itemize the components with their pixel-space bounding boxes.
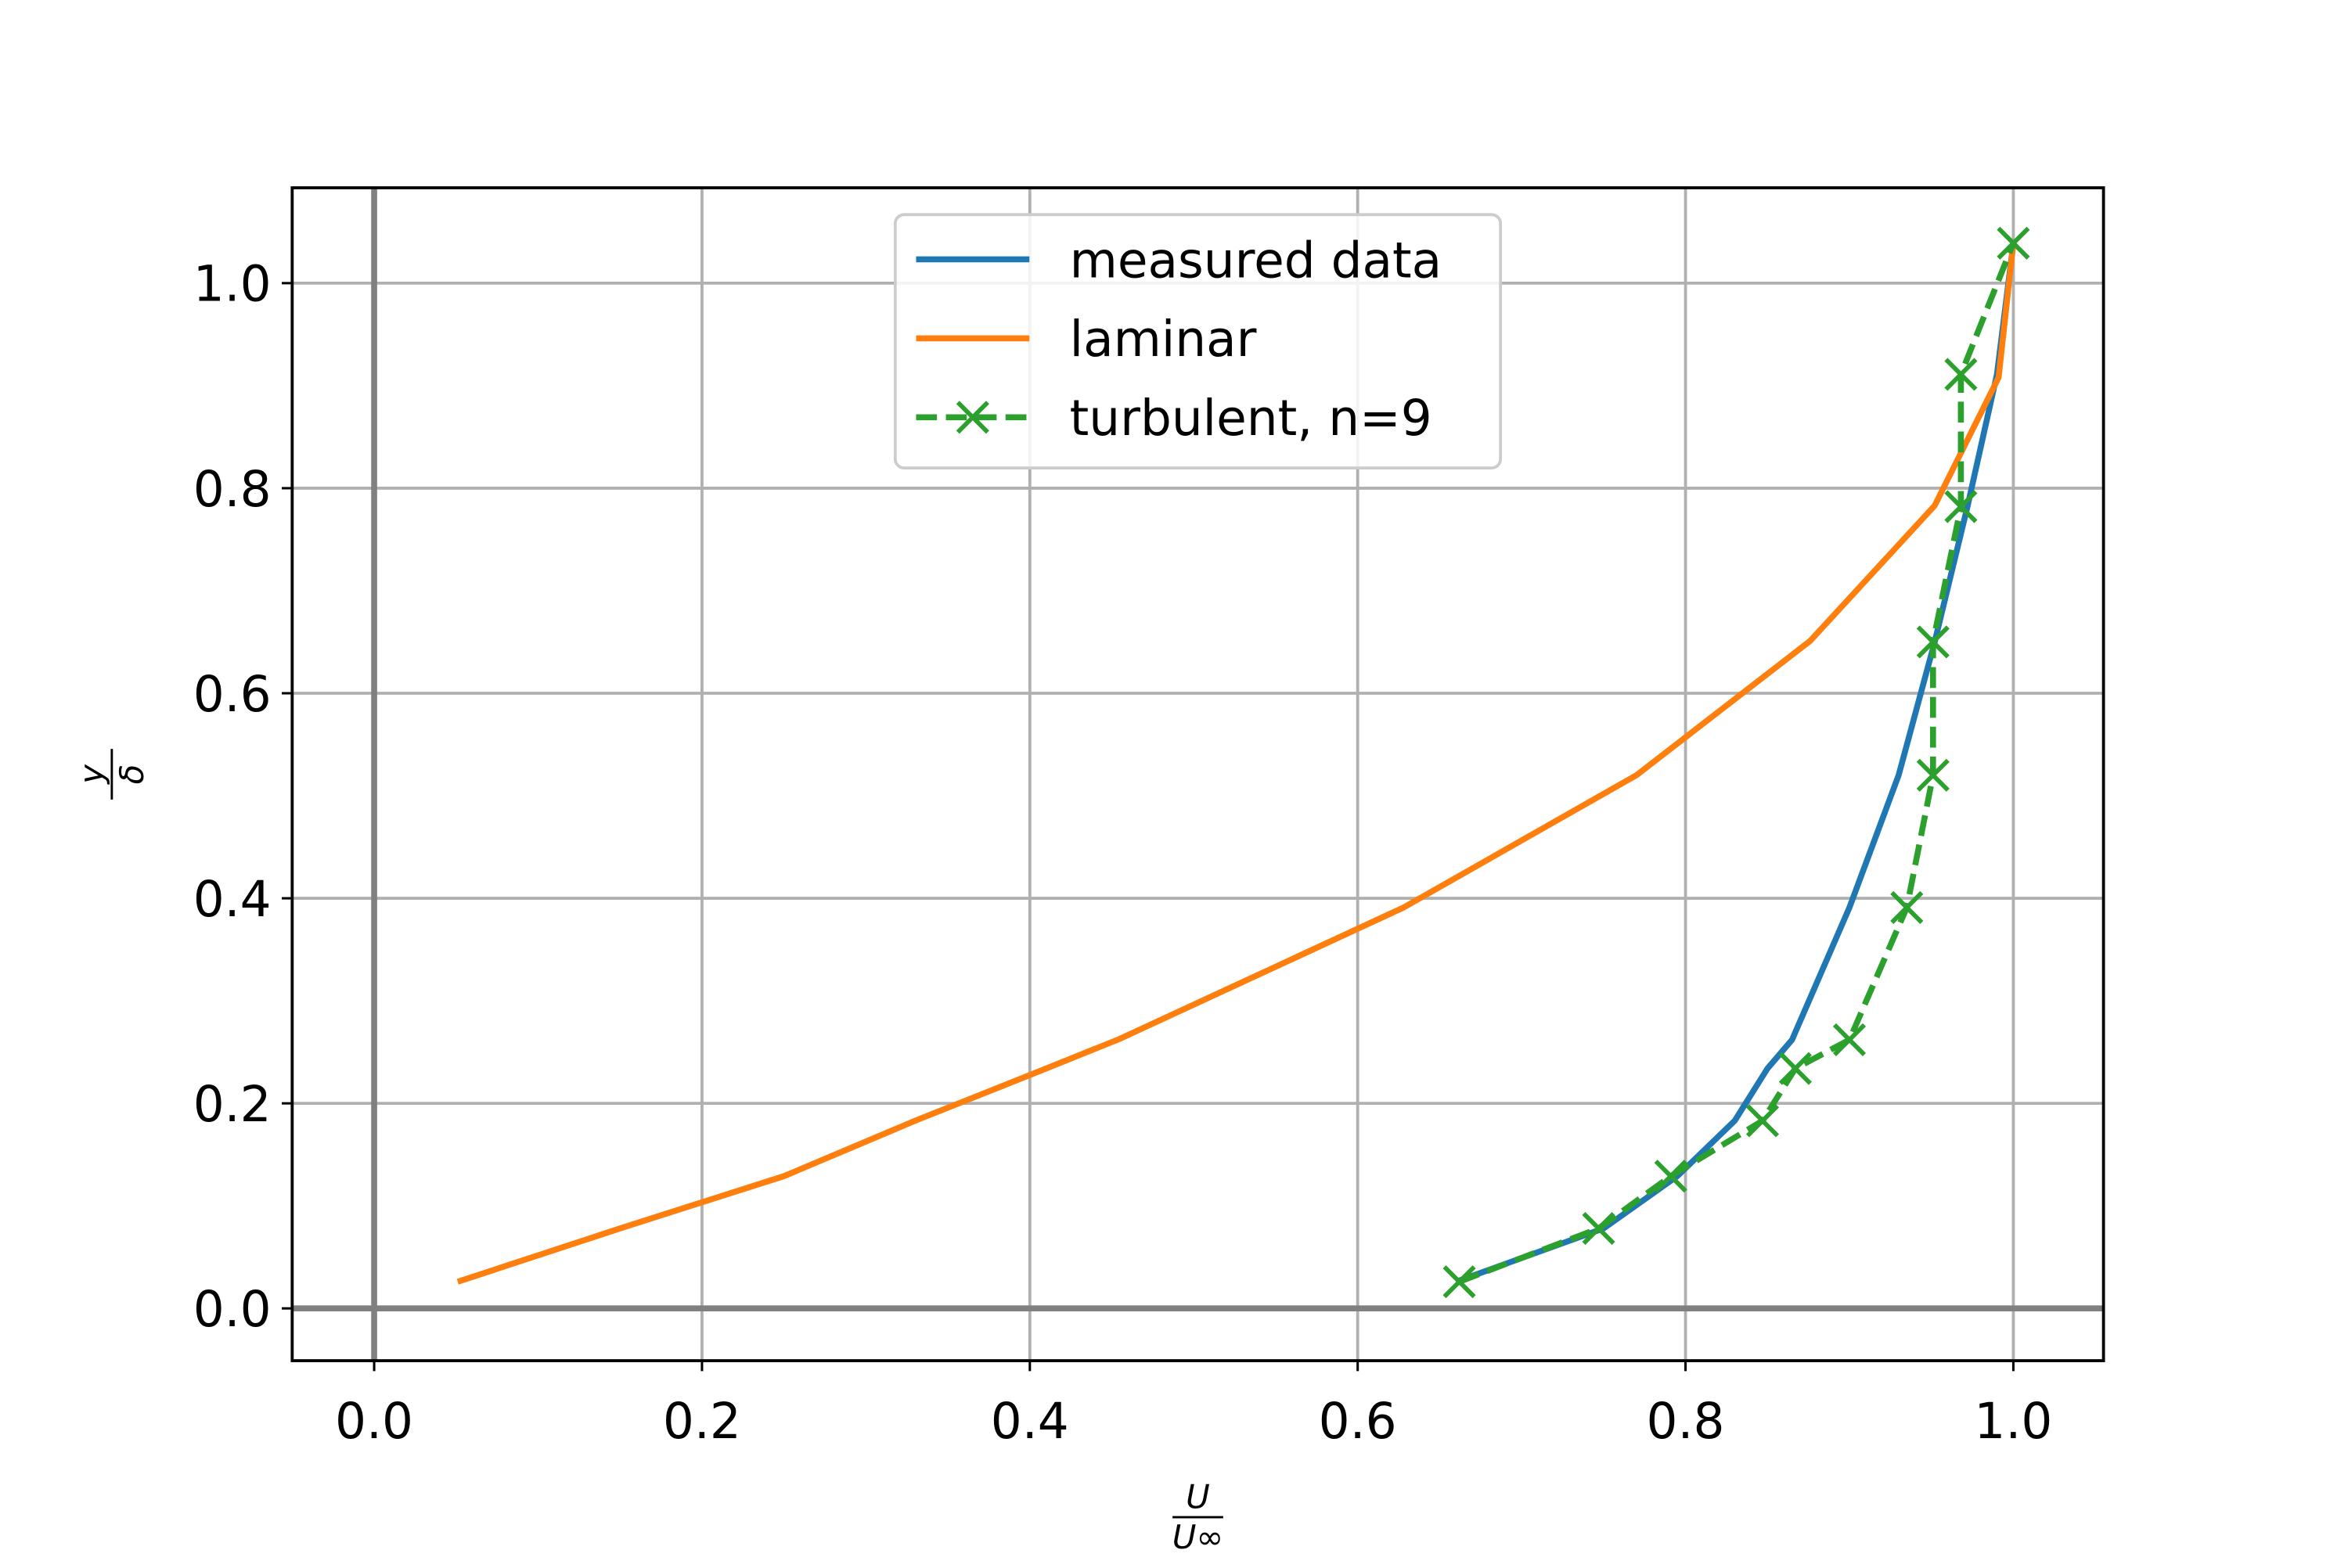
legend-marker [956, 401, 989, 434]
x-tick-label: 0.8 [1647, 1393, 1725, 1450]
marker [1778, 1052, 1812, 1085]
marker [1890, 890, 1924, 924]
legend-frame [893, 213, 1503, 469]
y-axis-label-numerator: y [72, 764, 110, 786]
marker [1745, 1104, 1780, 1138]
series-line [1458, 242, 2016, 1285]
legend: measured data laminar turbulent, n=9 [893, 213, 1503, 469]
x-tick-label: 0.4 [991, 1393, 1069, 1450]
x-tick-label: 0.0 [335, 1393, 413, 1450]
series-line [456, 243, 2017, 1285]
y-tick-label: 0.6 [193, 666, 272, 723]
marker [1654, 1160, 1687, 1193]
marker [1582, 1211, 1615, 1246]
x-axis-label-denominator: U∞ [1172, 1518, 1224, 1556]
y-axis-label-denominator: δ [113, 764, 151, 785]
x-tick-label: 0.2 [663, 1393, 741, 1450]
x-axis-label: UU∞ [1172, 1478, 1224, 1556]
marker [1442, 1265, 1476, 1299]
plot-frame [290, 186, 2105, 1362]
series-line [1455, 243, 2017, 1285]
legend-label: laminar [1070, 311, 1257, 368]
legend-label: turbulent, n=9 [1070, 390, 1432, 447]
marker [1944, 358, 1978, 391]
marker [1832, 1023, 1867, 1056]
x-tick-label: 1.0 [1974, 1393, 2052, 1450]
y-tick-label: 0.0 [193, 1281, 272, 1338]
marker [1944, 490, 1978, 523]
marker [1916, 625, 1950, 659]
marker [1916, 758, 1950, 792]
legend-label: measured data [1070, 232, 1442, 289]
y-tick-label: 0.4 [193, 871, 272, 928]
x-axis-label-numerator: U [1186, 1478, 1210, 1516]
y-tick-label: 1.0 [193, 256, 272, 313]
x-tick-label: 0.6 [1319, 1393, 1397, 1450]
y-tick-label: 0.2 [193, 1076, 272, 1133]
marker [1997, 226, 2030, 260]
y-tick-label: 0.8 [193, 461, 272, 518]
